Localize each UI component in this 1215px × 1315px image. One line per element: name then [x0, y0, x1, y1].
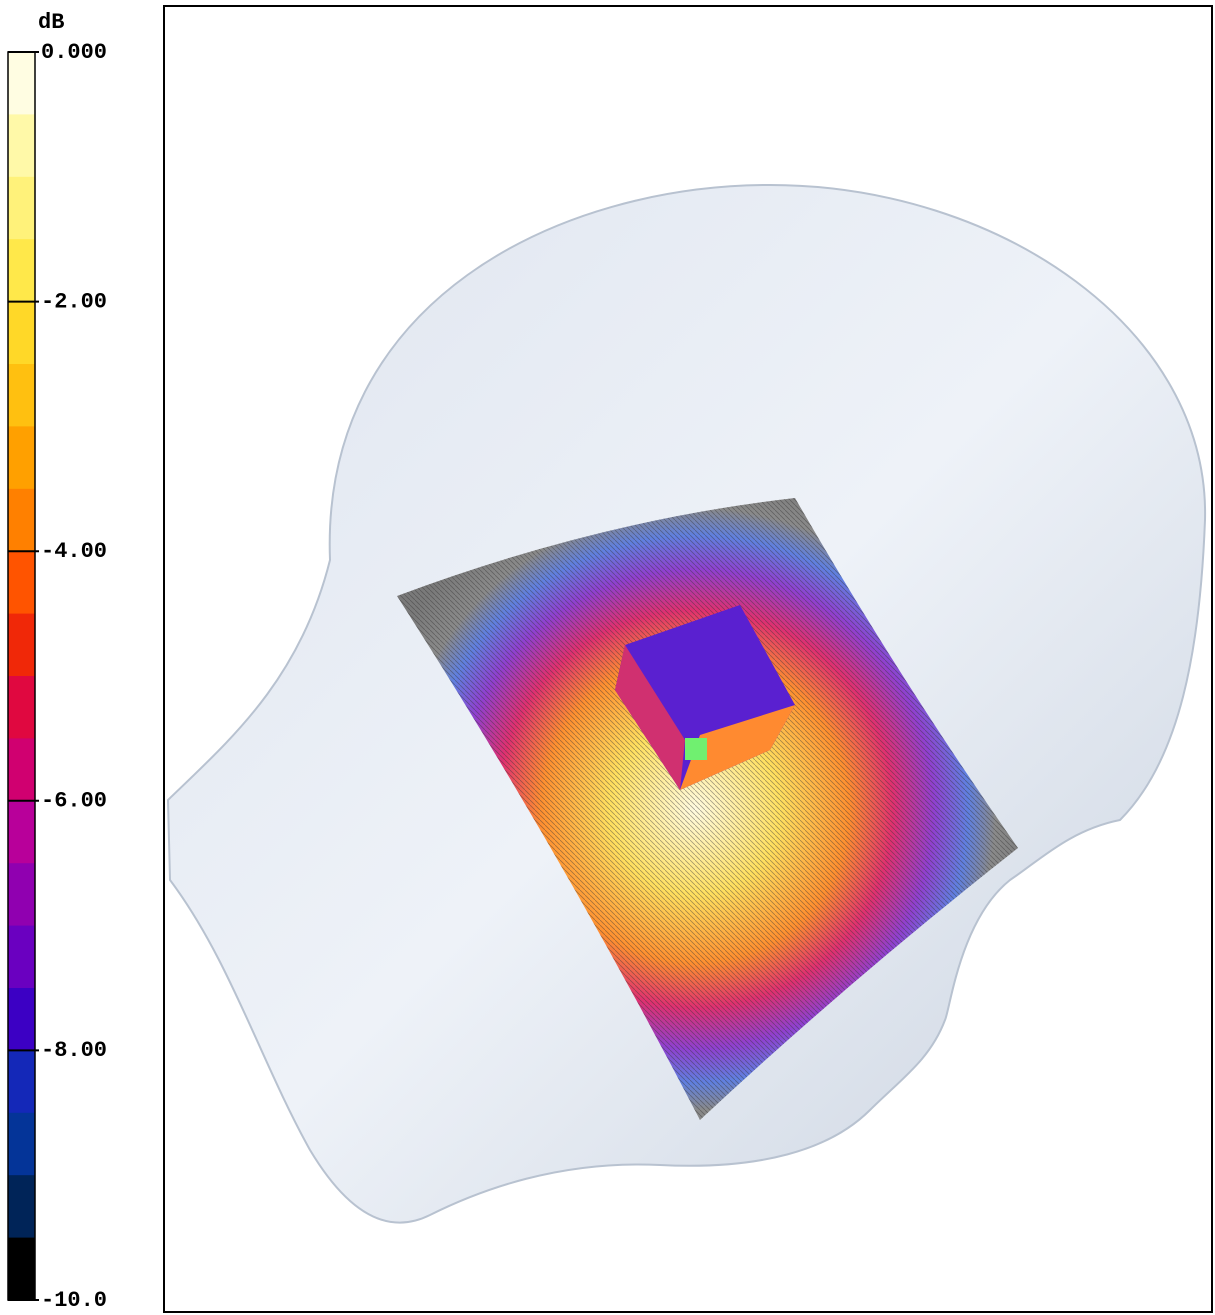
tick-label: -4.00 — [41, 539, 107, 564]
color-band — [8, 114, 35, 177]
color-band — [8, 988, 35, 1051]
color-band — [8, 738, 35, 801]
color-band — [8, 1050, 35, 1113]
color-band — [8, 1238, 35, 1301]
tick-label: -8.00 — [41, 1038, 107, 1063]
color-band — [8, 52, 35, 115]
color-band — [8, 551, 35, 614]
tick-label: -10.0 — [41, 1288, 107, 1313]
color-band — [8, 614, 35, 677]
color-band — [8, 926, 35, 989]
color-band — [8, 863, 35, 926]
color-band — [8, 177, 35, 240]
color-band — [8, 1113, 35, 1176]
screen: dB 0.000 -2.00 -4.00 -6.00 -8.00 -10.0 — [0, 0, 1215, 1315]
colorbar: dB 0.000 -2.00 -4.00 -6.00 -8.00 -10.0 — [8, 10, 107, 1313]
tick-label: -6.00 — [41, 789, 107, 814]
color-band — [8, 489, 35, 552]
color-band — [8, 426, 35, 489]
color-band — [8, 1175, 35, 1238]
colorbar-unit: dB — [38, 10, 64, 35]
color-band — [8, 676, 35, 739]
tick-label: 0.000 — [41, 40, 107, 65]
color-band — [8, 239, 35, 302]
tick-label: -2.00 — [41, 289, 107, 314]
color-band — [8, 364, 35, 427]
color-band — [8, 801, 35, 864]
color-band — [8, 302, 35, 365]
